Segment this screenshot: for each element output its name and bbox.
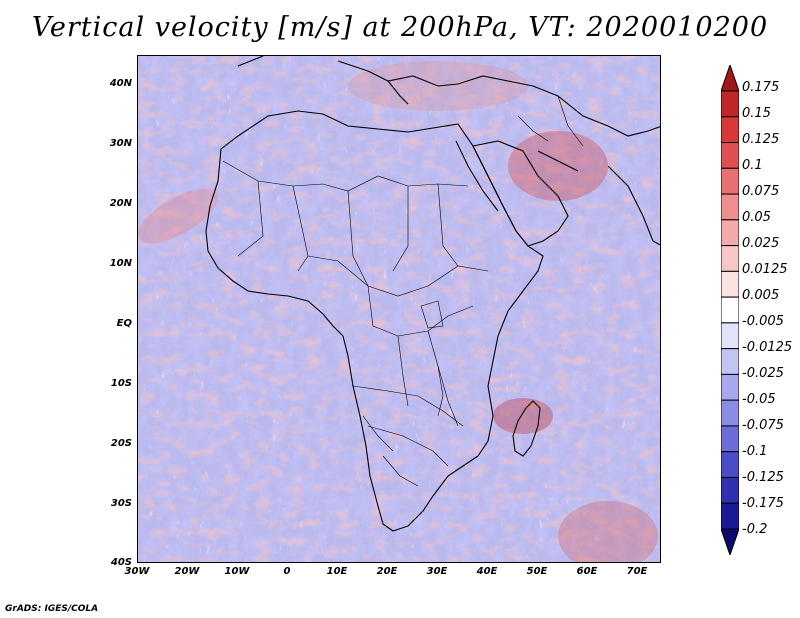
border-line — [307, 255, 489, 297]
ascent-region-mozambique — [493, 398, 553, 434]
lon-label: 20E — [376, 566, 398, 577]
colorbar-label: -0.025 — [742, 366, 784, 381]
colorbar-box — [721, 142, 739, 169]
colorbar-label: -0.175 — [742, 496, 784, 511]
colorbar-label: 0.1 — [742, 158, 763, 173]
colorbar-box — [721, 451, 739, 478]
colorbar-label: 0.125 — [742, 132, 780, 147]
map-plot-area — [137, 55, 661, 563]
colorbar-top-arrow — [721, 65, 739, 92]
lon-label: 40E — [476, 566, 498, 577]
country-borders — [222, 95, 584, 487]
colorbar-label: -0.075 — [742, 418, 784, 433]
colorbar-label: -0.2 — [742, 522, 768, 537]
colorbar-label: 0.025 — [742, 236, 780, 251]
lat-label: 10S — [110, 378, 132, 389]
lake-malawi — [437, 365, 444, 417]
red-sea-coast — [455, 140, 499, 212]
colorbar-bottom-arrow — [721, 528, 739, 555]
colorbar-label: 0.075 — [742, 184, 780, 199]
colorbar-box — [721, 90, 739, 118]
colorbar-box — [721, 245, 739, 272]
lat-label: 30S — [110, 498, 132, 509]
colorbar-label: -0.005 — [742, 314, 784, 329]
arabia-coast — [472, 140, 569, 247]
credit-text: GrADS: IGES/COLA — [5, 604, 99, 614]
border-line — [397, 330, 459, 427]
lon-label: 30W — [124, 566, 150, 577]
colorbar-box — [721, 322, 739, 350]
colorbar-label: -0.05 — [742, 392, 776, 407]
lon-label: 10W — [224, 566, 250, 577]
colorbar-label: 0.15 — [742, 106, 771, 121]
colorbar-label: 0.175 — [742, 80, 780, 95]
colorbar-label: -0.0125 — [742, 340, 793, 355]
colorbar — [721, 65, 739, 555]
lon-label: 20W — [174, 566, 200, 577]
plot-title: Vertical velocity [m/s] at 200hPa, VT: 2… — [31, 12, 769, 43]
lon-label: 0 — [283, 566, 291, 577]
colorbar-box — [721, 476, 739, 504]
lat-label: 30N — [109, 138, 132, 149]
colorbar-label: -0.125 — [742, 470, 784, 485]
ascent-region-atlantic — [138, 188, 218, 244]
madagascar-coast — [512, 400, 541, 457]
lon-label: 50E — [526, 566, 548, 577]
colorbar-box — [721, 116, 739, 144]
colorbar-label: 0.0125 — [742, 262, 788, 277]
lat-label: 20S — [110, 438, 132, 449]
europe-coast — [237, 56, 534, 105]
border-line — [517, 95, 584, 147]
colorbar-box — [721, 270, 739, 298]
colorbar-box — [721, 167, 739, 195]
colorbar-box — [721, 502, 739, 530]
lat-label: 20N — [109, 198, 132, 209]
colorbar-box — [721, 219, 739, 247]
colorbar-box — [721, 296, 739, 324]
lat-label: 40N — [109, 78, 132, 89]
border-line — [362, 415, 419, 487]
coastlines — [205, 56, 660, 532]
colorbar-label: 0.005 — [742, 288, 780, 303]
colorbar-box — [721, 399, 739, 427]
colorbar-box — [721, 193, 739, 221]
colorbar-label: 0.05 — [742, 210, 771, 225]
lon-label: 30E — [426, 566, 448, 577]
colorbar-box — [721, 425, 739, 453]
border-line — [352, 385, 464, 467]
lon-label: 60E — [576, 566, 598, 577]
lat-label: EQ — [116, 318, 132, 329]
map-svg — [138, 56, 660, 562]
lon-label: 70E — [626, 566, 648, 577]
africa-coast — [205, 110, 544, 532]
colorbar-box — [721, 373, 739, 401]
velocity-field-contours — [138, 56, 660, 562]
colorbar-label: -0.1 — [742, 444, 768, 459]
lon-label: 10E — [326, 566, 348, 577]
ascent-region-middle-east — [508, 131, 608, 201]
colorbar-box — [721, 348, 739, 375]
lat-label: 40S — [110, 557, 132, 568]
border-line — [367, 285, 474, 337]
lat-label: 10N — [109, 258, 132, 269]
lake-victoria — [420, 300, 444, 329]
persian-gulf-coast — [537, 150, 579, 172]
ascent-region-south-indian — [558, 501, 658, 562]
